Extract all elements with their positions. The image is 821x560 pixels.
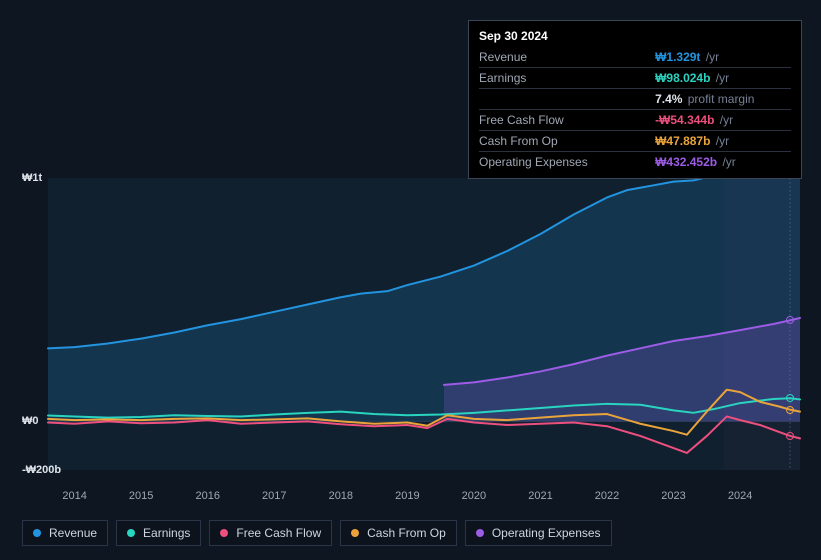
legend-item-revenue[interactable]: Revenue xyxy=(22,520,108,546)
x-axis-tick: 2015 xyxy=(129,490,153,502)
series-marker xyxy=(786,394,794,402)
series-marker xyxy=(786,432,794,440)
series-marker xyxy=(786,406,794,414)
x-axis-tick: 2023 xyxy=(661,490,685,502)
x-axis-tick: 2017 xyxy=(262,490,286,502)
tooltip-row: Cash From Op₩47.887b /yr xyxy=(479,131,791,152)
legend-label: Free Cash Flow xyxy=(236,526,321,540)
tooltip-date: Sep 30 2024 xyxy=(479,27,791,45)
legend-item-free-cash-flow[interactable]: Free Cash Flow xyxy=(209,520,332,546)
x-axis-tick: 2018 xyxy=(329,490,353,502)
legend-label: Earnings xyxy=(143,526,190,540)
tooltip-row: Free Cash Flow-₩54.344b /yr xyxy=(479,110,791,131)
series-marker xyxy=(786,316,794,324)
y-axis-tick: -₩200b xyxy=(22,464,61,476)
x-axis-tick: 2021 xyxy=(528,490,552,502)
legend-label: Revenue xyxy=(49,526,97,540)
legend-swatch xyxy=(127,529,135,537)
tooltip-row: Earnings₩98.024b /yr xyxy=(479,68,791,89)
legend-label: Operating Expenses xyxy=(492,526,601,540)
tooltip-row: Revenue₩1.329t /yr xyxy=(479,47,791,68)
legend-label: Cash From Op xyxy=(367,526,446,540)
tooltip-row: Operating Expenses₩432.452b /yr xyxy=(479,152,791,173)
x-axis-tick: 2016 xyxy=(195,490,219,502)
legend-swatch xyxy=(351,529,359,537)
chart-legend: Revenue Earnings Free Cash Flow Cash From O… xyxy=(22,520,612,546)
x-axis-tick: 2019 xyxy=(395,490,419,502)
y-axis-tick: ₩1t xyxy=(22,172,42,184)
legend-swatch xyxy=(220,529,228,537)
x-axis-tick: 2014 xyxy=(62,490,86,502)
x-axis-tick: 2024 xyxy=(728,490,752,502)
legend-item-earnings[interactable]: Earnings xyxy=(116,520,201,546)
legend-swatch xyxy=(33,529,41,537)
legend-swatch xyxy=(476,529,484,537)
data-tooltip: Sep 30 2024 Revenue₩1.329t /yrEarnings₩9… xyxy=(468,20,802,179)
x-axis-tick: 2020 xyxy=(462,490,486,502)
x-axis-tick: 2022 xyxy=(595,490,619,502)
tooltip-row: 7.4% profit margin xyxy=(479,89,791,110)
y-axis-tick: ₩0 xyxy=(22,415,39,427)
legend-item-operating-expenses[interactable]: Operating Expenses xyxy=(465,520,612,546)
legend-item-cash-from-op[interactable]: Cash From Op xyxy=(340,520,457,546)
